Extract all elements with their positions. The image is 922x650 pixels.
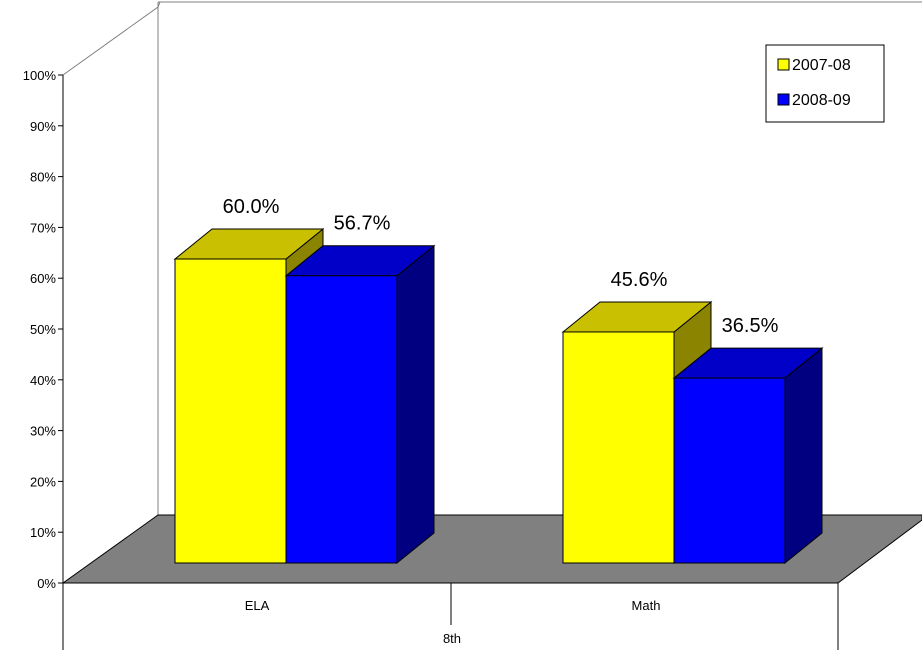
bar-2007-08-ela — [174, 258, 287, 564]
x-axis: ELA Math 8th — [62, 582, 839, 650]
y-tick-label: 50% — [30, 322, 56, 337]
bar-2008-09-math-side — [784, 347, 823, 565]
data-label-2008-09-ela: 56.7% — [334, 213, 391, 235]
bars — [173, 227, 824, 565]
bar-2008-09-ela-side — [396, 244, 435, 565]
y-tick-label: 40% — [30, 373, 56, 388]
bar-2008-09-math — [673, 377, 786, 564]
bar-2008-09-ela — [285, 275, 398, 564]
legend-label-2008-09: 2008-09 — [792, 92, 851, 109]
data-labels: 60.0% 56.7% 45.6% 36.5% — [223, 196, 779, 337]
legend-swatch-2008-09 — [777, 93, 790, 106]
legend-box — [765, 44, 885, 123]
y-tick-label: 30% — [30, 424, 56, 439]
y-tick-label: 20% — [30, 474, 56, 489]
legend-label-2007-08: 2007-08 — [792, 57, 851, 74]
group-label: 8th — [443, 631, 461, 646]
back-wall-left-edge — [62, 1, 161, 76]
y-tick-label: 80% — [30, 170, 56, 185]
category-label-math: Math — [632, 598, 661, 613]
y-tick-label: 10% — [30, 525, 56, 540]
data-label-2007-08-math: 45.6% — [611, 269, 668, 291]
y-tick-label: 100% — [23, 68, 57, 83]
legend: 2007-08 2008-09 — [765, 44, 885, 123]
y-axis: 0% 10% 20% 30% 40% 50% 60% 70% 80% 90% 100% — [23, 68, 64, 591]
bar-2007-08-math — [562, 331, 675, 564]
back-wall — [62, 1, 922, 515]
data-label-2007-08-ela: 60.0% — [223, 196, 280, 218]
category-label-ela: ELA — [245, 598, 270, 613]
y-tick-label: 60% — [30, 271, 56, 286]
legend-swatch-2007-08 — [777, 58, 790, 71]
y-tick-label: 70% — [30, 220, 56, 235]
data-label-2008-09-math: 36.5% — [722, 315, 779, 337]
y-tick-label: 90% — [30, 119, 56, 134]
y-tick-label: 0% — [37, 576, 56, 591]
